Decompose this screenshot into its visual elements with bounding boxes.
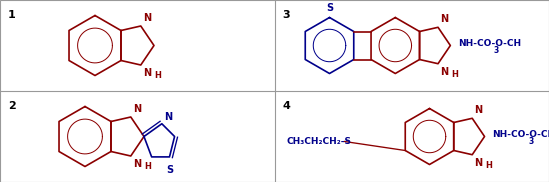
Text: NH-CO-O-CH: NH-CO-O-CH (458, 39, 522, 48)
Text: H: H (451, 70, 458, 79)
Text: N: N (133, 159, 141, 169)
Text: 3: 3 (283, 10, 290, 20)
Text: CH₃CH₂CH₂-S: CH₃CH₂CH₂-S (287, 137, 351, 146)
Text: H: H (154, 71, 161, 80)
Text: 2: 2 (8, 101, 16, 111)
Text: N: N (440, 67, 448, 77)
Text: N: N (164, 112, 172, 122)
Text: 3: 3 (494, 46, 499, 55)
Text: N: N (440, 14, 448, 24)
Text: N: N (143, 68, 151, 78)
Text: N: N (143, 13, 151, 23)
Text: S: S (326, 3, 333, 13)
Text: H: H (485, 161, 492, 170)
Text: 3: 3 (528, 137, 533, 146)
Text: S: S (166, 165, 173, 175)
Text: N: N (133, 104, 141, 114)
Text: 1: 1 (8, 10, 16, 20)
Text: NH-CO-O-CH: NH-CO-O-CH (492, 130, 549, 139)
Text: 4: 4 (283, 101, 290, 111)
Text: N: N (474, 105, 483, 115)
Text: H: H (144, 162, 150, 171)
Text: N: N (474, 158, 483, 168)
